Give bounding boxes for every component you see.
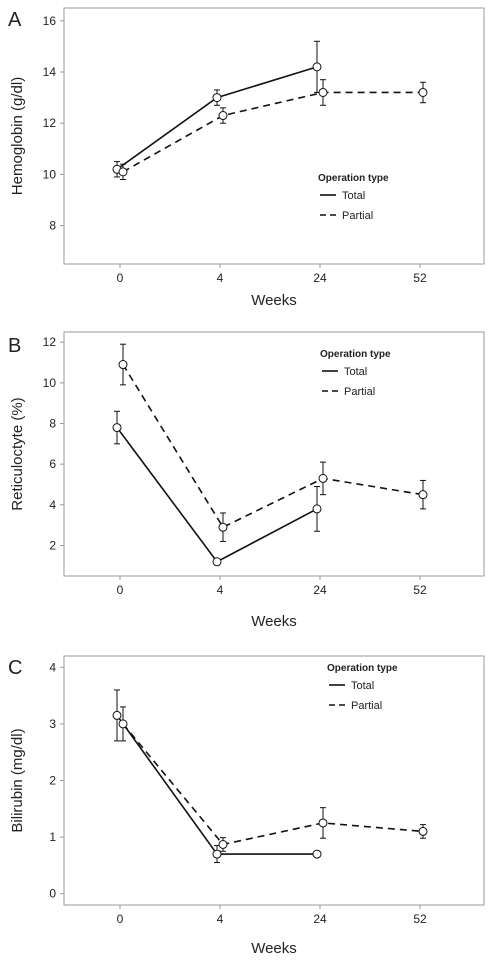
- data-point: [212, 93, 222, 103]
- legend-title: Operation type: [327, 663, 398, 674]
- data-point: [318, 473, 328, 483]
- x-axis-label: Weeks: [251, 292, 297, 309]
- legend-title: Operation type: [320, 349, 391, 360]
- legend-label: Total: [351, 680, 374, 692]
- legend-label: Partial: [342, 210, 373, 222]
- data-point: [212, 849, 222, 859]
- legend-title: Operation type: [318, 173, 389, 184]
- y-tick-label: 6: [49, 457, 56, 471]
- x-tick-label: 52: [413, 583, 427, 597]
- x-tick-label: 24: [313, 583, 327, 597]
- y-tick-label: 14: [43, 65, 57, 79]
- plot-frame: [63, 7, 485, 265]
- data-point: [318, 818, 328, 828]
- data-point: [418, 826, 428, 836]
- panel-letter: B: [8, 335, 21, 357]
- y-tick-label: 2: [49, 539, 56, 553]
- x-tick-label: 52: [413, 912, 427, 926]
- x-tick-label: 0: [117, 583, 124, 597]
- y-tick-label: 10: [43, 167, 57, 181]
- panel-letter: A: [8, 9, 22, 31]
- data-point: [118, 719, 128, 729]
- y-tick-label: 8: [49, 219, 56, 233]
- y-tick-label: 10: [43, 376, 57, 390]
- y-tick-label: 4: [49, 660, 56, 674]
- legend-label: Total: [342, 190, 365, 202]
- series-line: [122, 91, 423, 173]
- x-axis-label: Weeks: [251, 940, 297, 957]
- legend-label: Total: [344, 366, 367, 378]
- y-tick-label: 12: [43, 116, 57, 130]
- y-tick-label: 16: [43, 14, 57, 28]
- y-axis-label: Reticuloctyte (%): [9, 397, 26, 510]
- data-point: [212, 557, 222, 567]
- plot-frame: [63, 655, 485, 906]
- x-tick-label: 4: [217, 271, 224, 285]
- x-axis-label: Weeks: [251, 613, 297, 630]
- legend-label: Partial: [344, 386, 375, 398]
- x-tick-label: 0: [117, 271, 124, 285]
- data-point: [218, 111, 228, 121]
- x-tick-label: 0: [117, 912, 124, 926]
- panel-letter: C: [8, 657, 22, 679]
- data-point: [218, 522, 228, 532]
- panel-a: A 8 10 12 14 16 0 4 24 52 Weeks Hemoglobin (g/dl) Op…: [8, 7, 485, 309]
- y-tick-label: 4: [49, 498, 56, 512]
- y-tick-label: 0: [49, 887, 56, 901]
- y-tick-label: 8: [49, 417, 56, 431]
- y-axis-label: Hemoglobin (g/dl): [9, 77, 26, 195]
- data-point: [318, 87, 328, 97]
- x-tick-label: 24: [313, 912, 327, 926]
- data-point: [418, 490, 428, 500]
- plot-frame: [63, 331, 485, 577]
- data-point: [312, 849, 322, 859]
- series-line: [122, 723, 424, 846]
- x-tick-label: 52: [413, 271, 427, 285]
- panel-c: C 0 1 2 3 4 0 4 24 52 Weeks Bilirubin (mg/dl) Operat…: [8, 655, 485, 957]
- data-point: [312, 504, 322, 514]
- y-tick-label: 2: [49, 774, 56, 788]
- y-tick-label: 1: [49, 830, 56, 844]
- y-tick-label: 12: [43, 335, 57, 349]
- data-point: [118, 167, 128, 177]
- data-point: [118, 360, 128, 370]
- x-tick-label: 4: [217, 583, 224, 597]
- legend-label: Partial: [351, 700, 382, 712]
- x-tick-label: 4: [217, 912, 224, 926]
- data-point: [112, 710, 122, 720]
- data-point: [218, 839, 228, 849]
- x-tick-label: 24: [313, 271, 327, 285]
- series-line: [122, 364, 424, 529]
- data-point: [312, 62, 322, 72]
- y-axis-label: Bilirubin (mg/dl): [9, 728, 26, 832]
- data-point: [112, 423, 122, 433]
- series-line: [116, 714, 317, 855]
- y-tick-label: 3: [49, 717, 56, 731]
- data-point: [418, 87, 428, 97]
- series-line: [116, 427, 318, 563]
